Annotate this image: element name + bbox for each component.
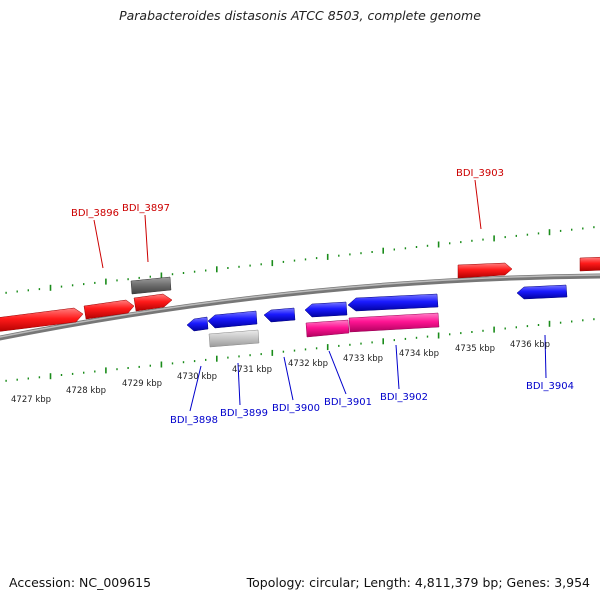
gene-pseudo-dark[interactable]	[130, 276, 172, 295]
gene-forward-2[interactable]	[83, 299, 135, 320]
kbp-label-4731: 4731 kbp	[232, 365, 272, 375]
gene-reverse-1[interactable]	[186, 316, 209, 332]
gene-forward-5[interactable]	[579, 256, 600, 272]
genome-backbone	[0, 273, 600, 341]
kbp-labels: 4727 kbp 4728 kbp 4729 kbp 4730 kbp 4731…	[11, 340, 550, 405]
gene-forward-1[interactable]	[0, 307, 84, 332]
genome-backbone-highlight	[0, 274, 600, 338]
gene-rna-1[interactable]	[305, 319, 350, 338]
gene-label-bdi-3904[interactable]: BDI_3904	[526, 381, 574, 392]
gene-pseudo-light[interactable]	[208, 329, 260, 348]
gene-label-bdi-3898[interactable]: BDI_3898	[170, 415, 218, 426]
kbp-label-4727: 4727 kbp	[11, 395, 51, 405]
accession-text: Accession: NC_009615	[9, 575, 152, 590]
gene-label-bdi-3903[interactable]: BDI_3903	[456, 168, 504, 179]
gene-forward-3[interactable]	[133, 293, 173, 312]
gene-label-bdi-3900[interactable]: BDI_3900	[272, 403, 320, 414]
gene-label-bdi-3899[interactable]: BDI_3899	[220, 408, 268, 419]
kbp-label-4733: 4733 kbp	[343, 354, 383, 364]
gene-rna-2[interactable]	[348, 312, 440, 333]
kbp-label-4729: 4729 kbp	[122, 379, 162, 389]
gene-reverse-3[interactable]	[263, 307, 296, 323]
gene-forward-4[interactable]	[457, 262, 513, 279]
kbp-label-4734: 4734 kbp	[399, 349, 439, 359]
topology-summary: Topology: circular; Length: 4,811,379 bp…	[246, 575, 590, 590]
tick-track-upper	[5, 226, 595, 294]
tick-track-lower	[5, 318, 595, 382]
leader-lines	[93, 179, 547, 412]
gene-reverse-4[interactable]	[304, 301, 348, 318]
kbp-label-4728: 4728 kbp	[66, 386, 106, 396]
gene-label-bdi-3896[interactable]: BDI_3896	[71, 208, 119, 219]
gene-reverse-5[interactable]	[347, 293, 439, 312]
kbp-label-4730: 4730 kbp	[177, 372, 217, 382]
kbp-label-4735: 4735 kbp	[455, 344, 495, 354]
gene-label-bdi-3902[interactable]: BDI_3902	[380, 392, 428, 403]
gene-label-bdi-3897[interactable]: BDI_3897	[122, 203, 170, 214]
kbp-label-4732: 4732 kbp	[288, 359, 328, 369]
gene-label-bdi-3901[interactable]: BDI_3901	[324, 397, 372, 408]
gene-reverse-2[interactable]	[207, 310, 258, 329]
gene-labels: BDI_3896 BDI_3897 BDI_3903 BDI_3898 BDI_…	[71, 168, 574, 426]
genome-title: Parabacteroides distasonis ATCC 8503, co…	[119, 8, 481, 23]
kbp-label-4736: 4736 kbp	[510, 340, 550, 350]
gene-reverse-6[interactable]	[516, 284, 568, 300]
